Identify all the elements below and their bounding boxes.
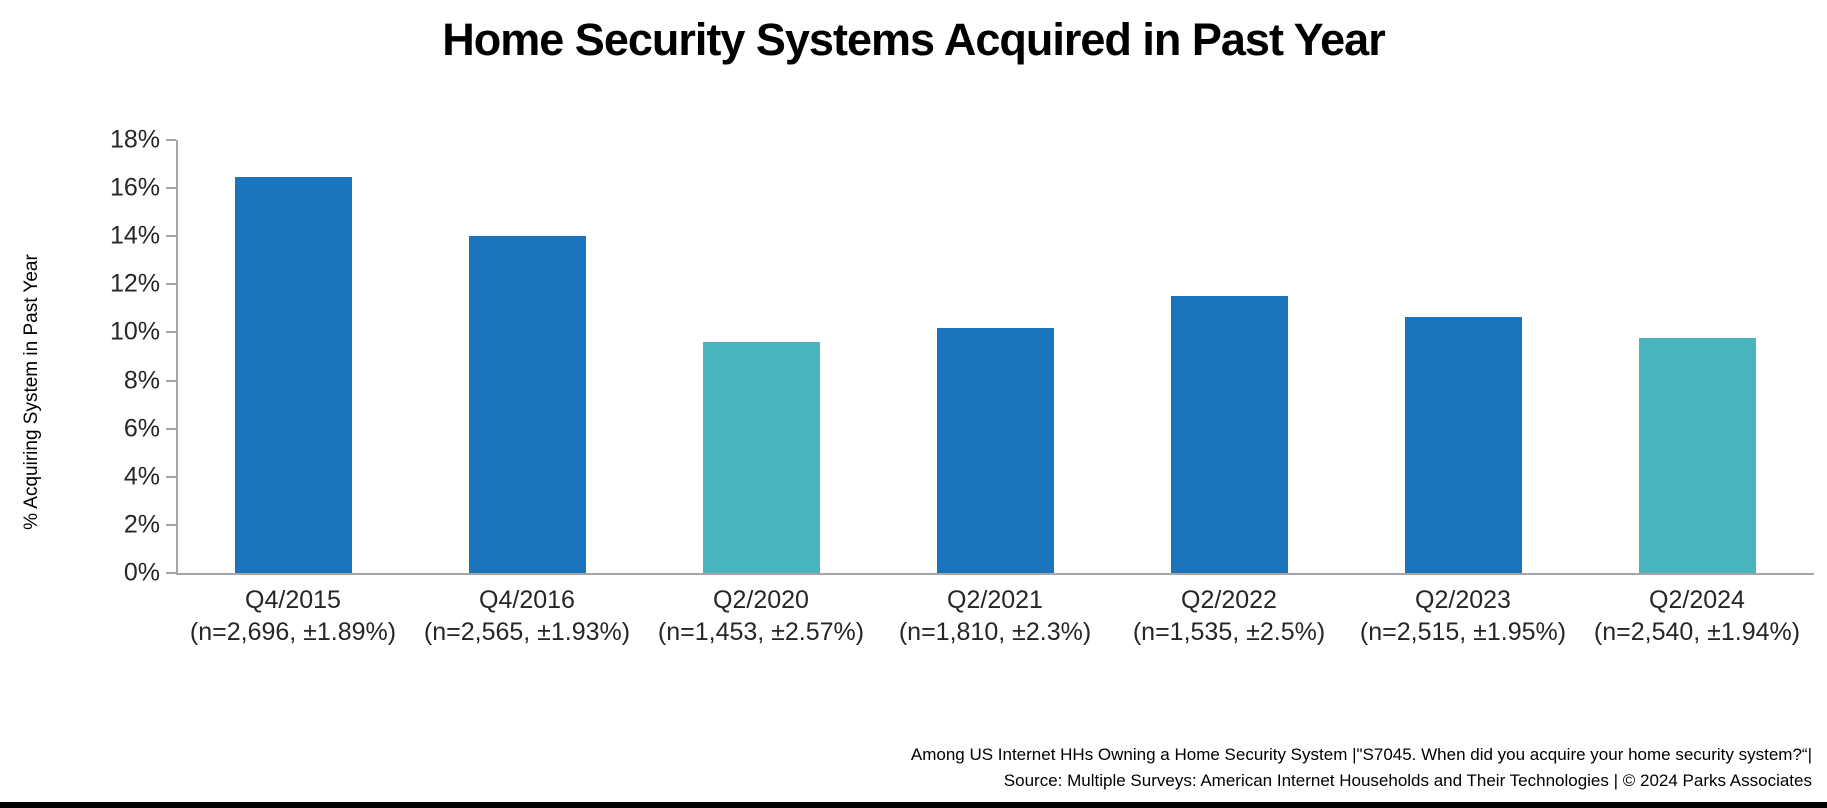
bottom-black-bar — [0, 802, 1827, 808]
bar-Q2-2022 — [1170, 296, 1288, 573]
category-label: Q2/2021 — [947, 586, 1043, 614]
category-label: Q4/2016 — [479, 586, 575, 614]
bar-Q2-2021 — [936, 327, 1054, 573]
y-tick-label: 12% — [109, 269, 160, 298]
y-tick-label: 8% — [123, 366, 160, 395]
sample-size-label: (n=1,810, ±2.3%) — [898, 618, 1092, 646]
bar-Q2-2024 — [1638, 338, 1756, 573]
y-tick-label: 14% — [109, 221, 160, 250]
y-tick-label: 2% — [123, 510, 160, 539]
x-axis-label: Q2/2022 (n=1,535, ±2.5%) — [1133, 586, 1325, 647]
bar-Q4-2016 — [468, 236, 586, 573]
sample-size-label: (n=2,540, ±1.94%) — [1593, 618, 1801, 646]
sample-size-label: (n=2,565, ±1.93%) — [423, 618, 631, 646]
x-axis-baseline — [176, 573, 1814, 575]
y-tick-label: 4% — [123, 462, 160, 491]
category-label: Q4/2015 — [245, 586, 341, 614]
x-axis-label: Q2/2023 (n=2,515, ±1.95%) — [1360, 586, 1566, 647]
bar-Q4-2015 — [234, 177, 352, 573]
chart-title: Home Security Systems Acquired in Past Y… — [442, 14, 1385, 65]
x-axis-label: Q2/2021 (n=1,810, ±2.3%) — [899, 586, 1091, 647]
y-tick-mark — [166, 283, 176, 286]
sample-size-label: (n=1,453, ±2.57%) — [657, 618, 865, 646]
footer-line-2: Source: Multiple Surveys: American Inter… — [1003, 771, 1812, 790]
y-tick-mark — [166, 475, 176, 478]
category-label: Q2/2023 — [1415, 586, 1511, 614]
y-tick-mark — [166, 572, 176, 574]
x-axis-label: Q4/2015 (n=2,696, ±1.89%) — [190, 586, 396, 647]
y-tick-mark — [166, 139, 176, 141]
bar-Q2-2020 — [702, 342, 820, 573]
category-label: Q2/2024 — [1649, 586, 1745, 614]
category-label: Q2/2022 — [1181, 586, 1277, 614]
y-tick-label: 16% — [109, 173, 160, 202]
y-tick-mark — [166, 379, 176, 382]
x-axis-label: Q2/2024 (n=2,540, ±1.94%) — [1594, 586, 1800, 647]
y-tick-mark — [166, 331, 176, 334]
y-tick-label: 6% — [123, 414, 160, 443]
bar-Q2-2023 — [1404, 316, 1522, 573]
y-tick-mark — [166, 235, 176, 238]
y-tick-label: 10% — [109, 317, 160, 346]
y-axis-line — [176, 140, 178, 575]
source-note: Among US Internet HHs Owning a Home Secu… — [911, 742, 1812, 794]
category-label: Q2/2020 — [713, 586, 809, 614]
x-axis-label: Q4/2016 (n=2,565, ±1.93%) — [424, 586, 630, 647]
x-axis-label: Q2/2020 (n=1,453, ±2.57%) — [658, 586, 864, 647]
y-tick-mark — [166, 427, 176, 430]
y-tick-label: 18% — [109, 125, 160, 154]
y-tick-mark — [166, 523, 176, 526]
footer-line-1: Among US Internet HHs Owning a Home Secu… — [910, 745, 1812, 764]
sample-size-label: (n=2,515, ±1.95%) — [1359, 618, 1567, 646]
sample-size-label: (n=1,535, ±2.5%) — [1132, 618, 1326, 646]
y-tick-label: 0% — [123, 558, 160, 587]
y-tick-mark — [166, 187, 176, 190]
sample-size-label: (n=2,696, ±1.89%) — [189, 618, 397, 646]
